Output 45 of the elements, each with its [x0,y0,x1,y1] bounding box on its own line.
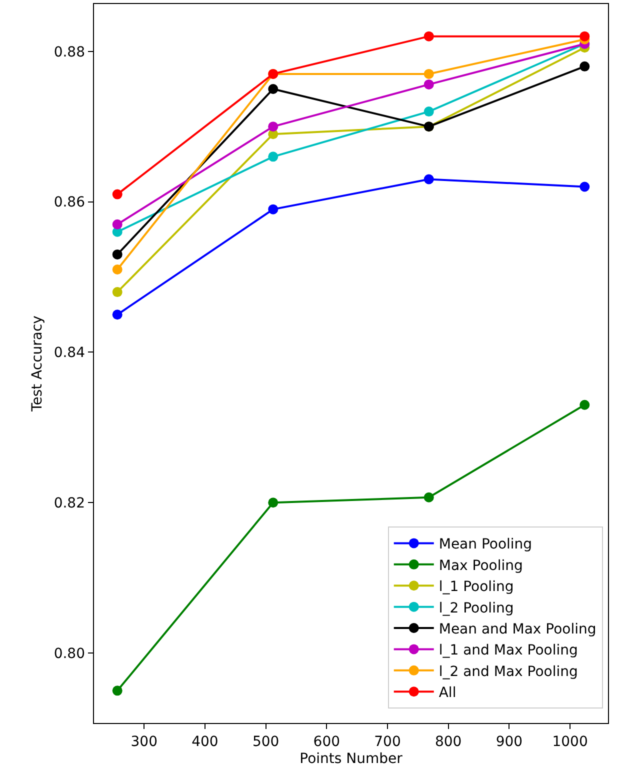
x-tick-label: 600 [313,734,340,750]
y-tick-label: 0.84 [54,345,86,362]
point [112,189,122,200]
point [112,219,122,230]
legend-label: All [438,685,456,702]
legend-label: Mean Pooling [438,536,532,553]
point [424,79,434,90]
y-tick-label: 0.88 [54,44,85,60]
legend-label: Max Pooling [438,558,523,574]
x-tick-label: 500 [252,734,280,750]
point [268,204,278,214]
point [112,264,122,274]
point [112,310,122,320]
legend-label: l_2 Pooling [438,600,514,616]
x-tick-label: 300 [130,734,158,750]
point [112,249,122,260]
point [424,106,434,117]
point [580,61,590,72]
x-tick-label: 1000 [552,734,588,750]
legend-label: l_1 and Max Pooling [438,642,578,659]
y-axis-title: Test Accuracy [30,316,46,412]
point [580,400,590,410]
legend-label: l_2 and Max Pooling [438,664,578,680]
x-tick-label: 800 [434,734,462,750]
point [268,152,278,162]
legend-label: l_1 Pooling [438,579,514,596]
point [424,68,434,79]
point [268,122,278,132]
point [424,174,434,184]
point [580,31,590,42]
point [424,492,434,502]
x-axis-title: Points Number [300,751,403,768]
point [268,498,278,508]
point [112,287,122,298]
x-tick-label: 900 [496,734,523,750]
x-tick-label: 700 [374,734,401,750]
y-tick-label: 0.82 [54,496,85,512]
point [424,31,434,42]
x-tick-label: 400 [192,734,218,750]
point [112,686,122,696]
y-tick-label: 0.86 [54,194,86,211]
point [580,182,590,192]
y-tick-label: 0.80 [54,646,85,662]
point [268,84,278,94]
legend-label: Mean and Max Pooling [438,621,596,638]
